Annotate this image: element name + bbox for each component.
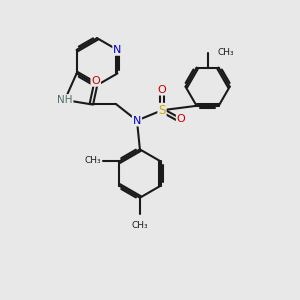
Text: NH: NH xyxy=(57,95,73,105)
Text: N: N xyxy=(133,116,141,126)
Text: O: O xyxy=(158,85,166,94)
Text: N: N xyxy=(113,45,122,55)
Text: CH₃: CH₃ xyxy=(218,48,235,57)
Text: CH₃: CH₃ xyxy=(132,221,148,230)
Text: O: O xyxy=(92,76,100,86)
Text: O: O xyxy=(177,114,185,124)
Text: CH₃: CH₃ xyxy=(85,155,101,164)
Text: S: S xyxy=(158,104,166,117)
